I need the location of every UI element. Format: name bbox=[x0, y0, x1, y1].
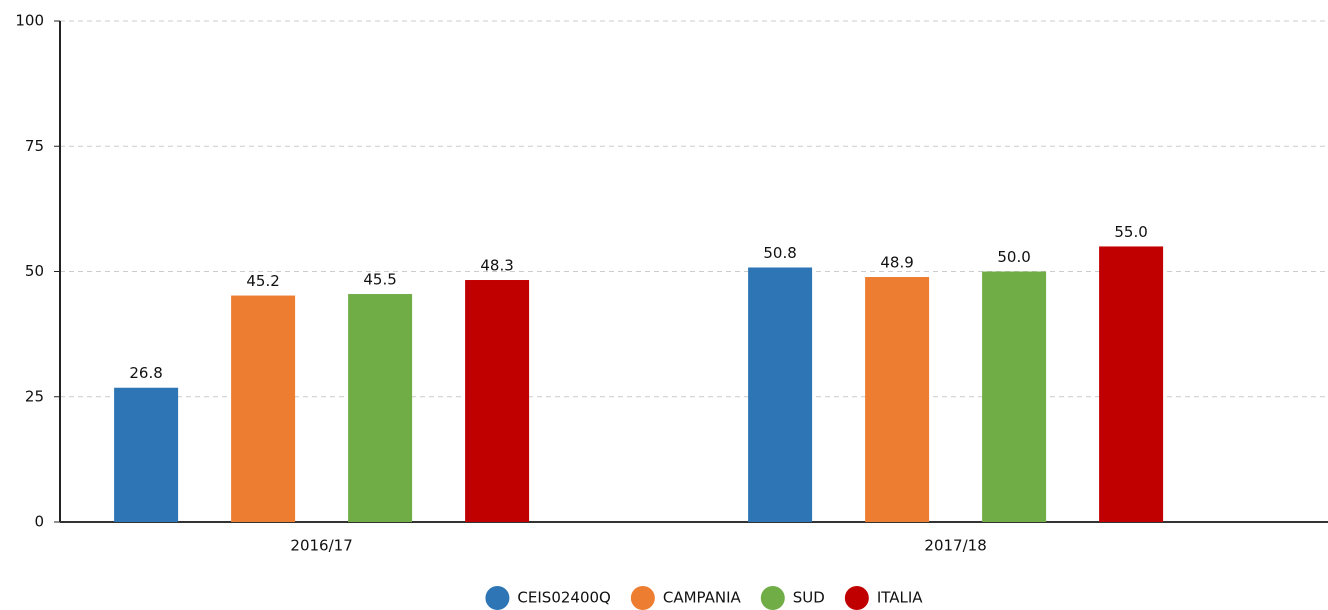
bar bbox=[231, 295, 296, 522]
data-label: 48.9 bbox=[880, 254, 913, 272]
y-tick-label: 100 bbox=[15, 12, 44, 30]
x-tick-label: 2016/17 bbox=[290, 537, 352, 555]
bar bbox=[748, 267, 813, 522]
legend-marker bbox=[760, 586, 785, 610]
bar bbox=[114, 387, 179, 522]
data-label: 45.2 bbox=[246, 272, 279, 290]
bar bbox=[1099, 246, 1164, 522]
data-label: 50.0 bbox=[997, 248, 1030, 266]
legend-marker bbox=[844, 586, 869, 610]
y-tick-label: 50 bbox=[25, 262, 44, 280]
bar bbox=[348, 294, 413, 522]
bar bbox=[982, 271, 1047, 522]
legend-marker bbox=[485, 586, 510, 610]
y-tick-label: 25 bbox=[25, 387, 44, 405]
legend-label: ITALIA bbox=[877, 589, 923, 607]
legend-label: CEIS02400Q bbox=[517, 589, 610, 607]
bar bbox=[465, 280, 530, 522]
y-tick-label: 75 bbox=[25, 137, 44, 155]
data-label: 26.8 bbox=[129, 364, 162, 382]
legend-marker bbox=[630, 586, 655, 610]
data-label: 50.8 bbox=[763, 244, 796, 262]
data-label: 45.5 bbox=[363, 271, 396, 289]
data-label: 55.0 bbox=[1114, 223, 1147, 241]
bar bbox=[865, 277, 930, 522]
legend-label: CAMPANIA bbox=[663, 589, 742, 607]
data-label: 48.3 bbox=[480, 257, 513, 275]
x-tick-label: 2017/18 bbox=[924, 537, 986, 555]
y-tick-label: 0 bbox=[34, 513, 44, 531]
legend-label: SUD bbox=[793, 589, 825, 607]
